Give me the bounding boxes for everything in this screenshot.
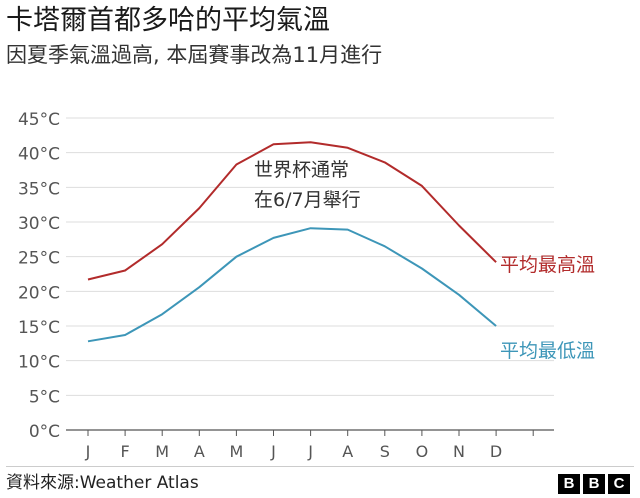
series-lines	[87, 141, 497, 343]
annotation-line-2: 在6/7月舉行	[254, 189, 361, 211]
y-tick-label: 15°C	[18, 318, 60, 338]
logo-letter-2: B	[583, 474, 605, 494]
line-chart: 0°C 5°C 10°C 15°C 20°C 25°C 30°C 35°C 40°C 45°C J…	[18, 110, 595, 461]
x-tick-label: J	[270, 442, 276, 461]
series-label: 平均最高溫	[500, 254, 595, 276]
y-tick-label: 10°C	[18, 353, 60, 373]
x-tick-label: F	[120, 442, 129, 461]
bbc-logo: B B C	[558, 474, 630, 494]
x-tick-label: S	[380, 442, 390, 461]
series-line	[87, 227, 497, 343]
x-tick-label: J	[307, 442, 313, 461]
y-tick-label: 45°C	[18, 110, 60, 130]
x-tick-label: A	[194, 442, 205, 461]
y-tick-label: 25°C	[18, 249, 60, 269]
footer-divider	[6, 466, 634, 467]
logo-letter-1: B	[558, 474, 580, 494]
x-tick-label: M	[155, 442, 169, 461]
chart-title: 卡塔爾首都多哈的平均氣溫	[6, 5, 330, 36]
annotation-line-1: 世界杯通常	[254, 159, 349, 181]
y-tick-label: 35°C	[18, 179, 60, 199]
x-tick-label: A	[342, 442, 353, 461]
x-tick-label: J	[85, 442, 91, 461]
y-tick-label: 40°C	[18, 145, 60, 165]
y-tick-label: 0°C	[29, 422, 60, 442]
grid-lines	[66, 117, 554, 431]
logo-letter-3: C	[608, 474, 630, 494]
series-label: 平均最低溫	[500, 340, 595, 362]
y-tick-label: 20°C	[18, 283, 60, 303]
chart-subtitle: 因夏季氣溫過高, 本屆賽事改為11月進行	[6, 43, 383, 67]
series-line	[87, 141, 497, 281]
x-tick-label: N	[453, 442, 465, 461]
y-tick-label: 30°C	[18, 214, 60, 234]
source-credit: 資料來源:Weather Atlas	[6, 473, 199, 493]
y-tick-label: 5°C	[29, 387, 60, 407]
x-tick-label: O	[416, 442, 429, 461]
x-tick-label: M	[229, 442, 243, 461]
x-tick-label: D	[490, 442, 502, 461]
y-axis-ticks: 0°C 5°C 10°C 15°C 20°C 25°C 30°C 35°C 40°C 45°C	[18, 110, 60, 442]
